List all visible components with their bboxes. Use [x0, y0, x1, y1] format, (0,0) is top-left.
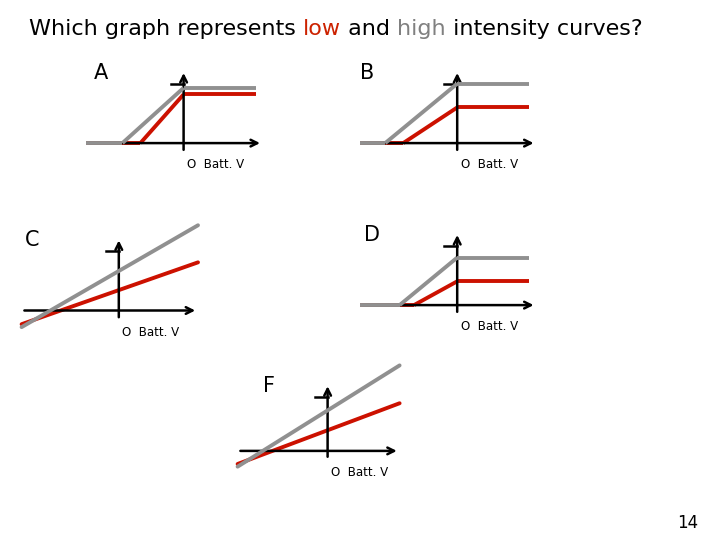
Text: high: high: [397, 19, 446, 39]
Text: low: low: [303, 19, 341, 39]
Text: O  Batt. V: O Batt. V: [461, 158, 518, 171]
Text: intensity curves?: intensity curves?: [446, 19, 642, 39]
Text: O  Batt. V: O Batt. V: [187, 158, 244, 171]
Text: Which graph represents: Which graph represents: [29, 19, 303, 39]
Text: and: and: [341, 19, 397, 39]
Text: D: D: [364, 225, 379, 245]
Text: A: A: [94, 63, 108, 83]
Text: O  Batt. V: O Batt. V: [331, 466, 388, 479]
Text: O  Batt. V: O Batt. V: [122, 326, 179, 339]
Text: B: B: [360, 63, 374, 83]
Text: F: F: [263, 376, 275, 396]
Text: O  Batt. V: O Batt. V: [461, 320, 518, 333]
Text: 14: 14: [678, 514, 698, 532]
Text: C: C: [25, 230, 40, 251]
